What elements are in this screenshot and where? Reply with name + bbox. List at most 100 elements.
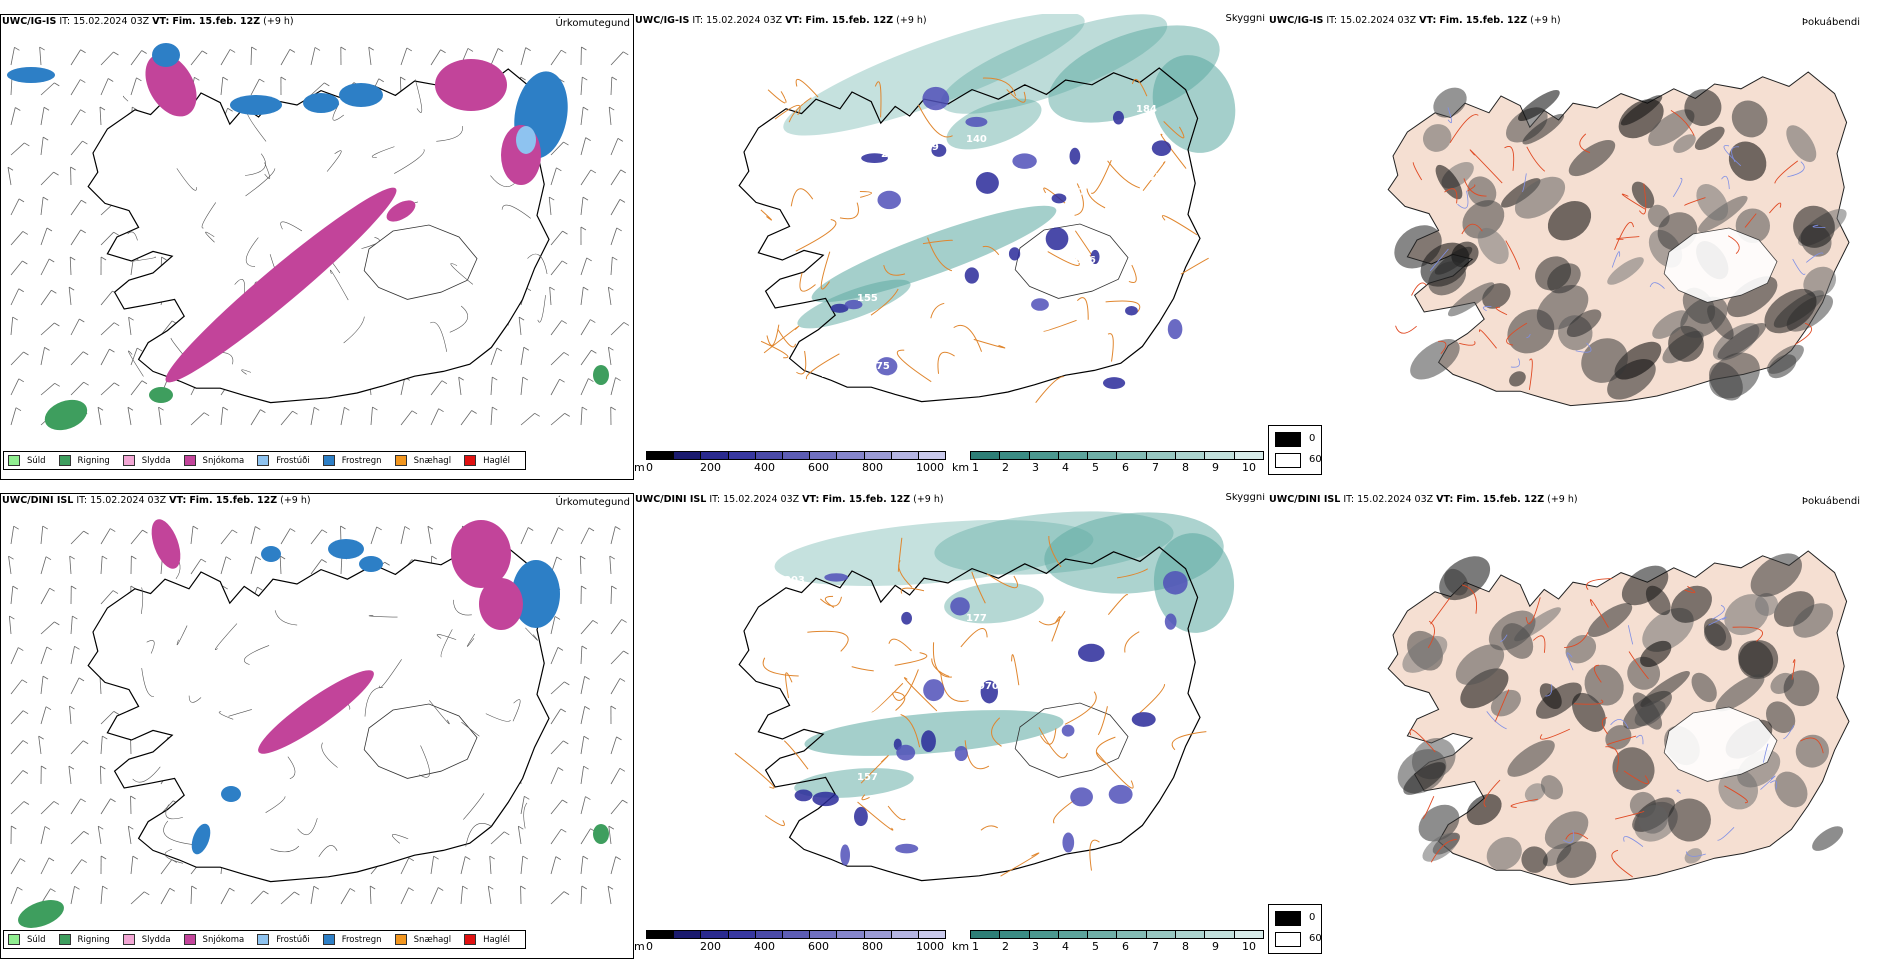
legend-item: Slydda <box>123 934 171 945</box>
colorbar-tick-label: 200 <box>700 940 721 953</box>
cloud-base-value-label: 10 <box>942 757 956 768</box>
field-patch <box>149 387 173 403</box>
glacier-outline <box>1015 224 1128 298</box>
colorbar-cell <box>892 931 919 938</box>
legend-swatch <box>59 455 71 466</box>
legend-label: Snæhagl <box>414 935 451 945</box>
legend-swatch <box>395 455 407 466</box>
cloud-base-value-label: 163 <box>1051 598 1072 609</box>
fog-legend-dark-swatch <box>1275 911 1301 926</box>
colorbar-cell <box>919 931 945 938</box>
cloud-base-value-label: 196 <box>930 210 951 221</box>
colorbar-tick-label: 7 <box>1152 461 1159 474</box>
field-patch <box>41 394 92 435</box>
precip-type-panel: UWC/DINI ISL IT: 15.02.2024 03Z VT: Fim.… <box>0 493 634 959</box>
legend-item: Frostregn <box>323 455 382 466</box>
field-patch <box>359 556 383 572</box>
legend-swatch <box>184 455 196 466</box>
colorbar-tick-label: 2 <box>1002 461 1009 474</box>
cloud-base-value-label: 327 <box>869 840 890 851</box>
colorbar-tick-label: 400 <box>754 461 775 474</box>
legend-swatch <box>395 934 407 945</box>
cloud-base-value-label: 140 <box>966 134 987 145</box>
colorbar-cell <box>1059 931 1088 938</box>
legend-item: Rigning <box>59 934 110 945</box>
field-patch <box>230 95 282 115</box>
legend-label: Slydda <box>142 456 171 466</box>
cloud-visibility-map: 2033379709973043271772361661571981631263… <box>634 493 1268 959</box>
cloud-base-value-label: 157 <box>857 772 878 783</box>
field-patch <box>339 83 383 107</box>
colorbar-unit: km <box>952 940 969 953</box>
colorbar-tick-label: 9 <box>1212 940 1219 953</box>
legend-item: Slydda <box>123 455 171 466</box>
row-dini-isl: UWC/DINI ISL IT: 15.02.2024 03Z VT: Fim.… <box>0 493 1900 959</box>
colorbar-cell <box>756 931 783 938</box>
legend-swatch <box>257 934 269 945</box>
colorbar-cell <box>674 931 701 938</box>
colorbar-cell <box>783 931 810 938</box>
colorbar-cell <box>1088 931 1117 938</box>
precip-type-map <box>1 15 634 480</box>
colorbar-strip <box>970 451 1264 460</box>
colorbar-unit: m <box>634 461 645 474</box>
legend-label: Haglél <box>483 935 510 945</box>
field-patch <box>593 824 609 844</box>
colorbar-cell <box>919 452 945 459</box>
cloud-base-value-label: 304 <box>1172 787 1193 798</box>
legend-label: Rigning <box>78 456 110 466</box>
colorbar-cell <box>837 931 864 938</box>
cloud-base-value-label: 166 <box>1160 719 1181 730</box>
legend-label: Snæhagl <box>414 456 451 466</box>
colorbar-tick-label: 2 <box>1002 940 1009 953</box>
colorbar-tick-label: 9 <box>1212 461 1219 474</box>
cloud-base-value-label: 128 <box>1015 195 1036 206</box>
cloud-base-value-label: 236 <box>1063 666 1084 677</box>
colorbar-cell <box>1147 452 1176 459</box>
colorbar-tick-label: 10 <box>1242 461 1256 474</box>
colorbar-tick-label: 400 <box>754 940 775 953</box>
colorbar-tick-label: 3 <box>1032 940 1039 953</box>
fog-legend-light-label: 60 <box>1309 933 1322 944</box>
cloud-base-value-label: 184 <box>1136 104 1157 115</box>
colorbar-cell <box>1235 931 1263 938</box>
legend-label: Frostregn <box>342 456 382 466</box>
legend-item: Snæhagl <box>395 934 451 945</box>
colorbar-tick-label: 8 <box>1182 461 1189 474</box>
legend-swatch <box>323 934 335 945</box>
legend-label: Snjókoma <box>203 935 245 945</box>
fog-legend-dark-label: 0 <box>1309 433 1315 444</box>
colorbar-cell <box>1030 452 1059 459</box>
fog-panel: UWC/DINI ISL IT: 15.02.2024 03Z VT: Fim.… <box>1268 493 1900 959</box>
fog-map <box>1268 493 1900 959</box>
cloud-base-value-label: 942 <box>978 202 999 213</box>
colorbar-tick-label: 0 <box>646 940 653 953</box>
legend-label: Rigning <box>78 935 110 945</box>
colorbar-cell <box>647 931 674 938</box>
cloud-base-value-label: 200 <box>881 149 902 160</box>
legend-item: Frostúði <box>257 455 310 466</box>
legend-swatch <box>123 934 135 945</box>
cloud-base-value-label: 155 <box>857 293 878 304</box>
colorbar-unit: m <box>634 940 645 953</box>
cloud-base-value-label: 106 <box>1027 263 1048 274</box>
colorbar-cell <box>1176 452 1205 459</box>
legend-item: Snæhagl <box>395 455 451 466</box>
cloud-base-value-label: 873 <box>833 157 854 168</box>
colorbar-cell <box>1000 452 1029 459</box>
row-ig-is: UWC/IG-IS IT: 15.02.2024 03Z VT: Fim. 15… <box>0 14 1900 480</box>
legend-item: Súld <box>8 455 46 466</box>
colorbar-cell <box>810 452 837 459</box>
field-patch <box>451 520 511 588</box>
colorbar-tick-label: 800 <box>862 461 883 474</box>
fog-legend-light-swatch <box>1275 453 1301 468</box>
legend-swatch <box>59 934 71 945</box>
field-patch <box>221 786 241 802</box>
legend-item: Súld <box>8 934 46 945</box>
legend-item: Snjókoma <box>184 934 245 945</box>
cloud-base-value-label: 484 <box>1039 331 1060 342</box>
